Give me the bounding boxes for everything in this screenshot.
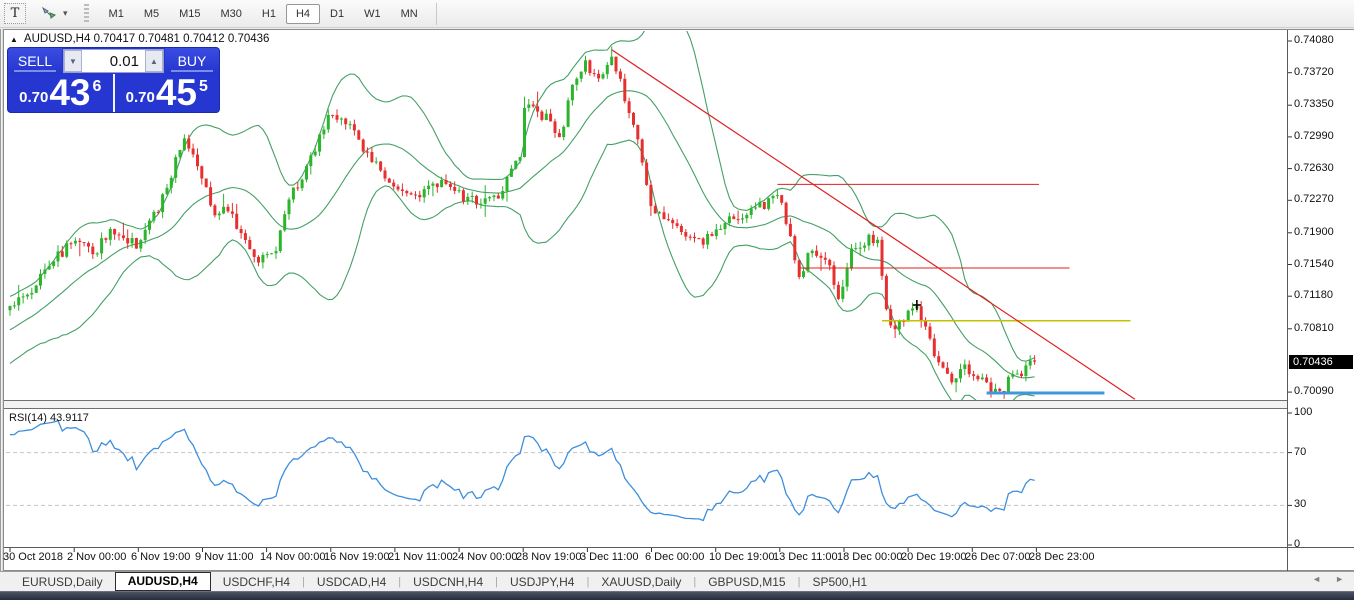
indicator-level-label: 30 [1294,498,1307,510]
timeframe-button-h1[interactable]: H1 [252,4,286,24]
indicator-panel-splitter[interactable] [4,400,1287,409]
timeframe-button-mn[interactable]: MN [391,4,428,24]
chart-tabs-bar: EURUSD,Daily AUDUSD,H4 USDCHF,H4 | USDCAD,H4… [0,571,1354,591]
chevron-down-icon: ▾ [63,8,68,18]
time-axis-label: 28 Dec 23:00 [1029,551,1095,563]
time-axis-label: 10 Dec 19:00 [709,551,775,563]
chart-tab-gbpusd-m15[interactable]: GBPUSD,M15 [708,574,786,589]
collapse-trade-panel-icon[interactable]: ▲ [10,34,18,44]
indicator-level-label: 0 [1294,538,1301,550]
time-axis-label: 6 Dec 00:00 [645,551,705,563]
chart-window[interactable] [3,29,1354,571]
volume-decrease-button[interactable]: ▼ [64,50,82,72]
window-left-edge [0,29,3,571]
chart-tab-usdchf-h4[interactable]: USDCHF,H4 [222,574,291,589]
chart-tab-usdcad-h4[interactable]: USDCAD,H4 [316,574,387,589]
tab-separator: | [693,575,697,588]
time-axis-label: 9 Nov 11:00 [195,551,254,563]
time-axis-label: 18 Dec 00:00 [837,551,903,563]
indicator-level-label: 70 [1294,446,1307,458]
time-axis-label: 26 Dec 07:00 [965,551,1031,563]
tab-separator: | [797,575,801,588]
toolbar-grip[interactable] [83,3,89,24]
tab-separator: | [302,575,305,588]
price-divider [112,74,115,112]
time-axis-label: 14 Nov 00:00 [260,551,326,563]
buy-price[interactable]: 0.70 45 5 [115,74,220,112]
timeframe-button-m5[interactable]: M5 [134,4,169,24]
indicator-label: RSI(14) 43.9117 [9,412,89,424]
symbol-ohlc-text: AUDUSD,H4 0.70417 0.70481 0.70412 0.7043… [23,33,270,45]
chart-tab-usdcnh-h4[interactable]: USDCNH,H4 [413,574,484,589]
time-axis-label: 3 Dec 11:00 [580,551,639,563]
chart-tab-audusd-h4[interactable]: AUDUSD,H4 [114,572,211,591]
time-axis-label: 6 Nov 19:00 [131,551,191,563]
sell-price-sup: 6 [92,78,102,95]
sell-price-big: 43 [49,72,91,112]
sell-price[interactable]: 0.70 43 6 [8,74,113,112]
chart-tab-sp500-h1[interactable]: SP500,H1 [812,574,868,589]
timeframe-buttons: M1 M5 M15 M30 H1 H4 D1 W1 MN [99,0,428,28]
tabs-scroll-left-icon[interactable]: ◄ [1312,574,1322,584]
price-axis-label: 0.71540 [1294,258,1334,270]
buy-price-prefix: 0.70 [125,89,155,106]
time-axis-divider [4,547,1354,548]
sell-price-prefix: 0.70 [19,89,49,106]
price-axis-label: 0.74080 [1294,34,1334,46]
tabs-scroll-right-icon[interactable]: ► [1335,574,1344,584]
one-click-trading-panel: SELL ▼ 0.01 ▲ BUY 0.70 43 6 0.70 45 5 [8,48,219,112]
price-axis-label: 0.73350 [1294,98,1334,110]
time-axis-label: 13 Dec 11:00 [773,551,838,563]
price-axis-label: 0.72270 [1294,193,1334,205]
chart-tab-eurusd-daily[interactable]: EURUSD,Daily [22,574,103,589]
timeframe-button-m1[interactable]: M1 [99,4,134,24]
volume-input[interactable]: 0.01 [109,53,139,70]
volume-spinner: ▼ 0.01 ▲ [63,49,164,73]
timeframe-button-w1[interactable]: W1 [354,4,391,24]
chart-tab-usdjpy-h4[interactable]: USDJPY,H4 [510,574,575,589]
tab-navigation: ◄ ► [1312,574,1344,584]
time-axis-label: 16 Nov 19:00 [324,551,390,563]
price-axis-label: 0.71900 [1294,226,1334,238]
time-axis-label: 28 Nov 19:00 [516,551,582,563]
chart-tabs: EURUSD,Daily AUDUSD,H4 USDCHF,H4 | USDCAD,H4… [10,572,879,592]
current-price-badge: 0.70436 [1289,355,1353,369]
price-scale-divider [1287,30,1288,571]
chart-tab-xauusd-daily[interactable]: XAUUSD,Daily [601,574,682,589]
timeframe-button-m15[interactable]: M15 [169,4,210,24]
time-axis-label: 2 Nov 00:00 [67,551,127,563]
price-axis-label: 0.72630 [1294,162,1334,174]
price-axis-label: 0.72990 [1294,130,1334,142]
arrow-objects-icon [41,6,57,19]
tab-separator: | [398,575,402,588]
buy-button[interactable]: BUY [165,48,219,74]
buy-price-sup: 5 [198,78,208,95]
time-axis-label: 21 Nov 11:00 [388,551,453,563]
tab-separator: | [586,575,590,588]
window-bottom-edge [0,591,1354,600]
price-axis-label: 0.70090 [1294,385,1334,397]
sell-button[interactable]: SELL [8,48,62,74]
time-axis-label: 30 Oct 2018 [3,551,63,563]
text-tool-button[interactable]: T [4,3,26,24]
time-axis-label: 24 Nov 00:00 [452,551,518,563]
toolbar-separator [435,2,437,25]
timeframe-button-h4[interactable]: H4 [285,3,321,24]
toolbar: T ▾ M1 M5 M15 M30 H1 H4 D1 W1 MN [0,0,1354,28]
indicator-level-label: 100 [1294,406,1313,418]
timeframe-button-m30[interactable]: M30 [211,4,252,24]
price-axis-label: 0.73720 [1294,66,1334,78]
buy-price-big: 45 [155,72,197,112]
tab-separator: | [495,575,498,588]
symbol-header: ▲ AUDUSD,H4 0.70417 0.70481 0.70412 0.70… [10,33,269,45]
time-axis-label: 20 Dec 19:00 [901,551,967,563]
price-axis-label: 0.70810 [1294,322,1334,334]
price-axis-label: 0.71180 [1294,289,1333,301]
volume-increase-button[interactable]: ▲ [145,50,163,72]
arrow-objects-dropdown-button[interactable]: ▾ [34,4,72,24]
timeframe-button-d1[interactable]: D1 [320,4,354,24]
